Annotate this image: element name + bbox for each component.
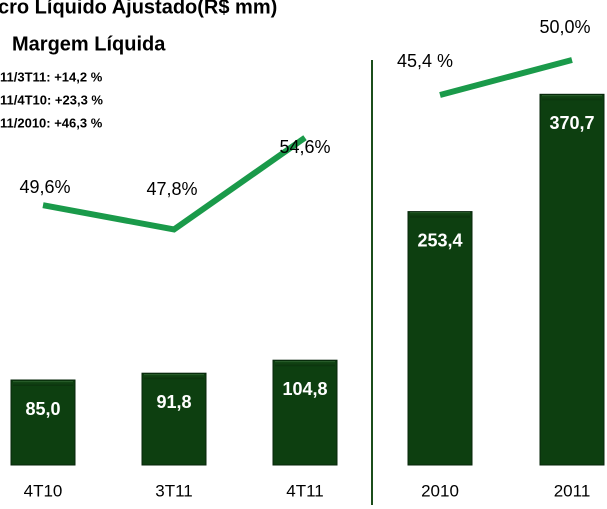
bar-highlight	[144, 374, 204, 380]
value-label: 370,7	[549, 113, 594, 133]
bar-highlight	[13, 381, 73, 386]
value-label: 91,8	[156, 392, 191, 412]
bar-highlight	[542, 95, 602, 101]
bar-highlight	[275, 361, 335, 367]
line-label: 45,4 %	[397, 51, 453, 71]
line	[42, 135, 307, 233]
note: 11/2010: +46,3 %	[0, 115, 103, 130]
value-label: 253,4	[417, 230, 462, 250]
line	[439, 57, 573, 98]
bar	[272, 359, 338, 466]
x-tick-label: 4T10	[24, 481, 63, 500]
bar	[10, 379, 76, 466]
line-label: 49,6%	[19, 177, 70, 197]
x-tick-label: 4T11	[286, 481, 324, 500]
title: cro Líquido Ajustado(R$ mm)	[0, 0, 277, 18]
note: 11/3T11: +14,2 %	[0, 69, 103, 84]
bar-highlight	[410, 212, 470, 218]
subtitle: Margem Líquida	[12, 33, 166, 55]
x-tick-label: 3T11	[155, 481, 193, 500]
x-tick-label: 2011	[554, 481, 591, 500]
x-tick-label: 2010	[421, 481, 459, 500]
line-label: 54,6%	[279, 137, 330, 157]
line-label: 50,0%	[539, 17, 590, 37]
note: 11/4T10: +23,3 %	[0, 92, 103, 107]
value-label: 104,8	[282, 379, 327, 399]
line-label: 47,8%	[146, 179, 197, 199]
bar	[539, 93, 605, 466]
bar	[407, 211, 473, 466]
bar	[141, 372, 207, 466]
value-label: 85,0	[25, 399, 60, 419]
